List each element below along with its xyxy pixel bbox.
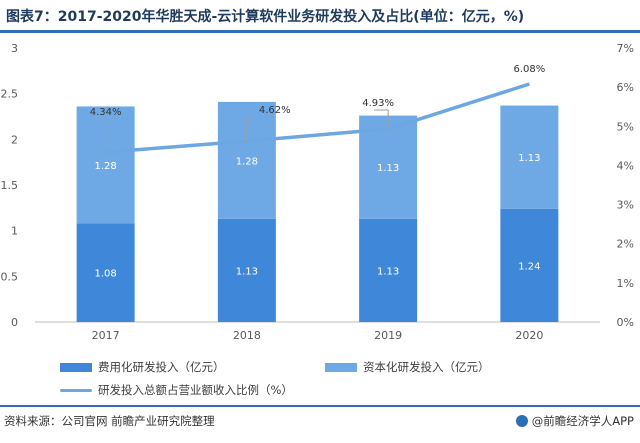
x-axis-category-label: 2017 xyxy=(92,329,120,342)
right-axis-tick-label: 3% xyxy=(617,199,634,212)
right-axis-tick-label: 0% xyxy=(617,316,634,329)
legend-label-capitalized: 资本化研发投入（亿元） xyxy=(363,360,490,374)
legend-item-ratio: 研发投入总额占营业额收入比例（%） xyxy=(60,382,293,398)
right-axis-tick-label: 4% xyxy=(617,159,634,172)
bar-expensed xyxy=(359,218,418,322)
ratio-line xyxy=(105,82,530,154)
bar-expensed-value-label: 1.13 xyxy=(377,266,399,277)
right-axis-tick-label: 6% xyxy=(617,81,634,94)
bar-capitalized-value-label: 1.13 xyxy=(377,163,399,174)
left-axis-tick-label: 1 xyxy=(11,225,18,238)
legend-label-expensed: 费用化研发投入（亿元） xyxy=(98,360,225,374)
ratio-value-label: 4.34% xyxy=(90,107,122,118)
legend-swatch-capitalized xyxy=(325,362,357,372)
line-layer xyxy=(105,82,530,154)
line-label-leader xyxy=(246,116,253,142)
bar-expensed-value-label: 1.24 xyxy=(518,261,540,272)
brand-credit: @前瞻经济学人APP xyxy=(515,413,634,429)
footer-divider xyxy=(0,405,640,407)
bar-capitalized-value-label: 1.13 xyxy=(518,153,540,164)
ratio-value-label: 4.62% xyxy=(259,105,291,116)
brand-credit-text: @前瞻经济学人APP xyxy=(531,414,634,428)
legend: 费用化研发投入（亿元） 资本化研发投入（亿元） 研发投入总额占营业额收入比例（%… xyxy=(60,355,620,399)
right-axis-tick-label: 7% xyxy=(617,42,634,55)
ratio-value-label: 4.93% xyxy=(362,98,394,109)
line-label-leader xyxy=(101,118,107,153)
brand-logo-icon xyxy=(515,415,528,427)
legend-swatch-ratio xyxy=(60,388,92,392)
left-axis-tick-label: 1.5 xyxy=(1,179,19,192)
bar-expensed xyxy=(217,218,276,322)
bar-expensed xyxy=(76,223,135,322)
bar-capitalized xyxy=(500,105,559,209)
left-axis-tick-label: 0.5 xyxy=(1,270,19,283)
axes-layer: 0 0.5 1 1.5 2 2.5 3 0% 1% 2% 3% 4% 5% 6% 7% 2017 2018 201… xyxy=(1,42,635,342)
legend-item-expensed: 费用化研发投入（亿元） xyxy=(60,359,225,375)
right-axis-tick-label: 2% xyxy=(617,238,634,251)
bar-capitalized-value-label: 1.28 xyxy=(236,156,258,167)
bar-expensed-value-label: 1.08 xyxy=(94,269,116,280)
bar-capitalized-value-label: 1.28 xyxy=(94,161,116,172)
x-axis-category-label: 2020 xyxy=(515,329,543,342)
line-label-leader xyxy=(374,109,389,130)
legend-label-ratio: 研发投入总额占营业额收入比例（%） xyxy=(98,383,293,397)
bar-capitalized xyxy=(359,115,418,219)
left-axis-tick-label: 0 xyxy=(11,316,18,329)
bar-expensed-value-label: 1.13 xyxy=(236,266,258,277)
right-axis-tick-label: 1% xyxy=(617,277,634,290)
left-axis-tick-label: 2.5 xyxy=(1,88,19,101)
labels-layer: 1.08 1.28 1.13 1.28 1.13 1.13 1.24 1.13 4.34% 4.6… xyxy=(90,64,546,280)
chart-title: 图表7：2017-2020年华胜天成-云计算软件业务研发投入及占比(单位：亿元，… xyxy=(6,9,525,25)
stacked-bar-line-chart: 0 0.5 1 1.5 2 2.5 3 0% 1% 2% 3% 4% 5% 6% 7% 2017 2018 201… xyxy=(1,42,635,342)
legend-item-capitalized: 资本化研发投入（亿元） xyxy=(325,359,490,375)
x-axis-category-label: 2019 xyxy=(374,329,402,342)
bar-expensed xyxy=(500,208,559,322)
source-note: 资料来源：公司官网 前瞻产业研究院整理 xyxy=(4,414,215,428)
x-axis-category-label: 2018 xyxy=(233,329,261,342)
legend-swatch-expensed xyxy=(60,362,92,372)
right-axis-tick-label: 5% xyxy=(617,120,634,133)
ratio-value-label: 6.08% xyxy=(513,64,545,75)
left-axis-tick-label: 3 xyxy=(11,42,18,55)
title-divider xyxy=(0,30,640,33)
left-axis-tick-label: 2 xyxy=(11,133,18,146)
